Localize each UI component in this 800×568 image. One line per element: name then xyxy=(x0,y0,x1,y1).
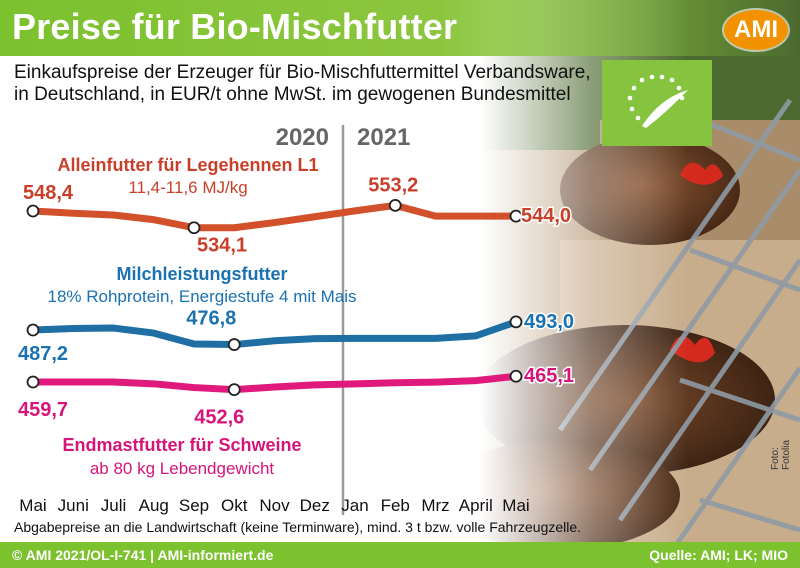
series-note-legehennen: 11,4-11,6 MJ/kg xyxy=(128,178,247,197)
data-labels: 548,4 534,1 553,2 544,0 487,2 476,8 493,0 459,7… xyxy=(17,173,576,430)
data-point-legehennen-0 xyxy=(26,204,40,218)
data-label-legehennen-12: 544,0 xyxy=(521,205,571,227)
series-note-schweine: ab 80 kg Lebendgewicht xyxy=(90,459,275,478)
data-label-schweine-12: 465,1 xyxy=(524,365,574,387)
data-label-schweine-0: 459,7 xyxy=(18,399,68,421)
x-tick-label-4: Sep xyxy=(179,496,209,515)
series-layer xyxy=(26,198,523,396)
series-line-milch xyxy=(29,318,520,349)
data-point-legehennen-9 xyxy=(388,198,402,212)
data-point-schweine-0 xyxy=(26,375,40,389)
year-markers: 2020 2021 xyxy=(276,124,410,515)
data-point-milch-12 xyxy=(509,315,523,329)
footnote: Abgabepreise an die Landwirtschaft (kein… xyxy=(14,519,582,535)
data-label-legehennen-0: 548,4 xyxy=(23,182,74,204)
series-title-schweine: Endmastfutter für Schweine xyxy=(62,435,301,455)
x-tick-label-7: Dez xyxy=(300,496,330,515)
x-tick-label-8: Jan xyxy=(341,496,368,515)
x-tick-label-2: Juli xyxy=(101,496,127,515)
data-point-schweine-5 xyxy=(227,383,241,396)
ami-logo: AMI xyxy=(724,10,788,50)
series-title-legehennen: Alleinfutter für Legehennen L1 xyxy=(57,155,318,175)
data-label-legehennen-4: 534,1 xyxy=(197,235,247,257)
photo-credit: Foto: Fotolia xyxy=(770,439,792,470)
year-label-2021: 2021 xyxy=(357,124,410,151)
footer-copyright: © AMI 2021/OL-I-741 | AMI-informiert.de xyxy=(12,547,274,563)
data-label-legehennen-9: 553,2 xyxy=(368,174,418,196)
x-tick-label-11: April xyxy=(459,496,493,515)
series-line-schweine xyxy=(29,372,520,394)
x-tick-label-3: Aug xyxy=(139,496,169,515)
x-tick-label-9: Feb xyxy=(381,496,410,515)
x-tick-label-0: Mai xyxy=(19,496,46,515)
data-point-legehennen-4 xyxy=(187,221,201,235)
data-point-milch-5 xyxy=(227,338,241,351)
data-point-legehennen-12 xyxy=(509,209,523,223)
x-tick-label-6: Nov xyxy=(259,496,290,515)
x-tick-label-1: Juni xyxy=(58,496,89,515)
data-point-milch-0 xyxy=(26,323,40,337)
x-tick-label-5: Okt xyxy=(221,496,248,515)
page-title: Preise für Bio-Mischfutter xyxy=(12,6,458,47)
header-bar: Preise für Bio-Mischfutter AMI xyxy=(0,0,800,56)
footer-bar: © AMI 2021/OL-I-741 | AMI-informiert.de … xyxy=(0,542,800,568)
x-axis-labels: Mai Juni Juli Aug Sep Okt Nov Dez Jan Feb Mrz April… xyxy=(19,496,529,515)
x-tick-label-10: Mrz xyxy=(421,496,449,515)
data-label-milch-12: 493,0 xyxy=(524,311,574,333)
year-label-2020: 2020 xyxy=(276,124,329,151)
data-label-schweine-5: 452,6 xyxy=(194,407,244,429)
x-tick-label-12: Mai xyxy=(502,496,529,515)
line-chart: 2020 2021 Alleinfutter für Legehennen L1… xyxy=(17,124,576,515)
series-line-legehennen xyxy=(29,201,520,232)
series-note-milch: 18% Rohprotein, Energiestufe 4 mit Mais xyxy=(48,287,357,306)
eu-organic-logo xyxy=(602,60,712,146)
subtitle-line-2: in Deutschland, in EUR/t ohne MwSt. im g… xyxy=(14,84,571,105)
subtitle-line-1: Einkaufspreise der Erzeuger für Bio-Misc… xyxy=(14,62,591,83)
series-title-milch: Milchleistungsfutter xyxy=(116,264,287,284)
data-point-schweine-12 xyxy=(509,369,523,383)
data-label-milch-0: 487,2 xyxy=(18,343,68,365)
chart-subtitle: Einkaufspreise der Erzeuger für Bio-Misc… xyxy=(14,62,614,106)
footer-source: Quelle: AMI; LK; MIO xyxy=(649,547,788,563)
data-label-milch-5: 476,8 xyxy=(186,308,236,330)
